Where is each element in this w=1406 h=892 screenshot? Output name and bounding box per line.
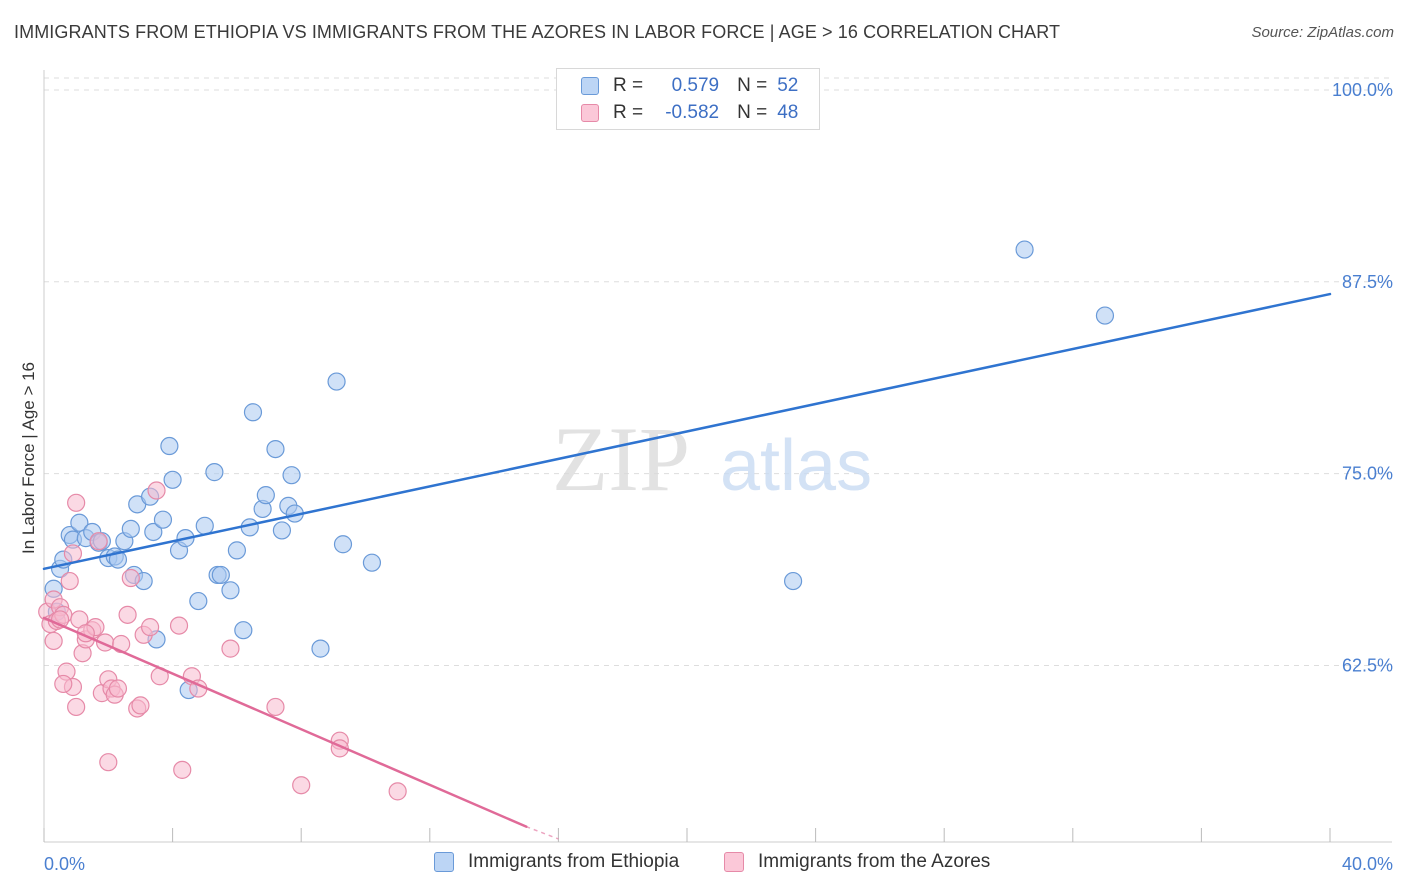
point-ethiopia [211, 565, 230, 585]
legend-swatch-azores [581, 104, 599, 122]
ticks-layer: 62.5% 75.0% 87.5% 100.0% 0.0% 40.0% [44, 80, 1393, 874]
trendline-ext-azores [525, 825, 559, 840]
point-ethiopia [333, 535, 353, 554]
point-azores [140, 618, 160, 637]
point-azores [173, 760, 192, 779]
x-tick-label: 40.0% [1342, 854, 1393, 874]
legend-n-label: N = [737, 102, 768, 123]
point-azores [121, 568, 140, 588]
legend-n-value: 48 [777, 102, 799, 123]
series-legend: Immigrants from Ethiopia Immigrants from… [0, 851, 1406, 877]
point-azores [221, 639, 240, 658]
series-swatch-ethiopia [434, 852, 454, 872]
trendline-azores [42, 616, 528, 828]
point-ethiopia [243, 403, 263, 422]
point-ethiopia [160, 436, 179, 456]
point-ethiopia [144, 522, 163, 542]
point-ethiopia [121, 519, 140, 539]
point-azores [54, 674, 73, 694]
point-ethiopia [272, 521, 292, 540]
watermark-zip: ZIP [552, 408, 690, 510]
y-tick-label: 75.0% [1342, 464, 1393, 484]
point-azores [118, 605, 137, 624]
grid-layer [44, 77, 1392, 666]
point-azores [67, 697, 86, 717]
series-label-ethiopia: Immigrants from Ethiopia [468, 851, 680, 872]
point-ethiopia [70, 513, 89, 532]
point-azores [67, 493, 86, 512]
point-ethiopia [108, 550, 128, 569]
axes-layer [43, 70, 1392, 843]
point-ethiopia [195, 516, 214, 535]
y-tick-label: 100.0% [1332, 80, 1393, 100]
point-ethiopia [362, 553, 382, 572]
watermark: ZIP atlas [552, 408, 872, 510]
point-azores [99, 753, 118, 772]
legend-r-label: R = [613, 75, 644, 96]
point-ethiopia [227, 541, 246, 560]
point-ethiopia [205, 463, 224, 482]
y-tick-label: 87.5% [1342, 272, 1393, 292]
point-ethiopia [1015, 240, 1034, 259]
point-ethiopia [266, 439, 285, 459]
point-ethiopia [783, 571, 803, 591]
point-ethiopia [163, 470, 182, 489]
series-legend-azores: Immigrants from the Azores [724, 851, 990, 873]
legend-n-value: 52 [777, 75, 799, 96]
trendline-ethiopia [42, 292, 1332, 571]
x-tick-label: 0.0% [44, 854, 85, 874]
point-azores [292, 776, 311, 795]
legend-row-ethiopia: R = 0.579 N = 52 [581, 74, 798, 98]
point-azores [131, 696, 150, 715]
source-label: Source: ZipAtlas.com [1251, 24, 1394, 41]
legend-row-azores: R = -0.582 N = 48 [581, 101, 798, 125]
point-azores [108, 679, 128, 698]
point-ethiopia [1095, 306, 1115, 325]
point-azores [60, 571, 79, 591]
series-swatch-azores [724, 852, 744, 872]
chart-title: IMMIGRANTS FROM ETHIOPIA VS IMMIGRANTS F… [14, 22, 1061, 42]
trend-layer [42, 292, 1332, 840]
stats-legend: R = 0.579 N = 52 R = -0.582 N = 48 [556, 68, 820, 130]
series-label-azores: Immigrants from the Azores [758, 851, 991, 872]
legend-r-value: 0.579 [671, 75, 720, 96]
y-tick-label: 62.5% [1342, 655, 1393, 675]
point-azores [63, 544, 83, 563]
point-ethiopia [311, 639, 330, 658]
point-azores [147, 481, 166, 500]
point-ethiopia [234, 621, 253, 640]
legend-swatch-ethiopia [581, 77, 599, 95]
legend-n-label: N = [737, 75, 768, 96]
legend-r-value: -0.582 [665, 102, 720, 123]
point-azores [266, 697, 285, 717]
point-ethiopia [256, 486, 275, 505]
point-azores [89, 532, 108, 551]
point-ethiopia [221, 581, 240, 600]
series-legend-ethiopia: Immigrants from Ethiopia [434, 851, 679, 873]
point-azores [169, 616, 189, 635]
point-azores [44, 631, 63, 651]
point-azores [388, 782, 407, 801]
point-ethiopia [327, 372, 346, 391]
y-axis-label: In Labor Force | Age > 16 [19, 362, 38, 554]
point-ethiopia [282, 466, 301, 485]
points-layer [38, 240, 1115, 801]
legend-r-label: R = [613, 102, 644, 123]
point-ethiopia [153, 510, 173, 529]
watermark-atlas: atlas [720, 426, 872, 506]
point-ethiopia [189, 591, 208, 611]
